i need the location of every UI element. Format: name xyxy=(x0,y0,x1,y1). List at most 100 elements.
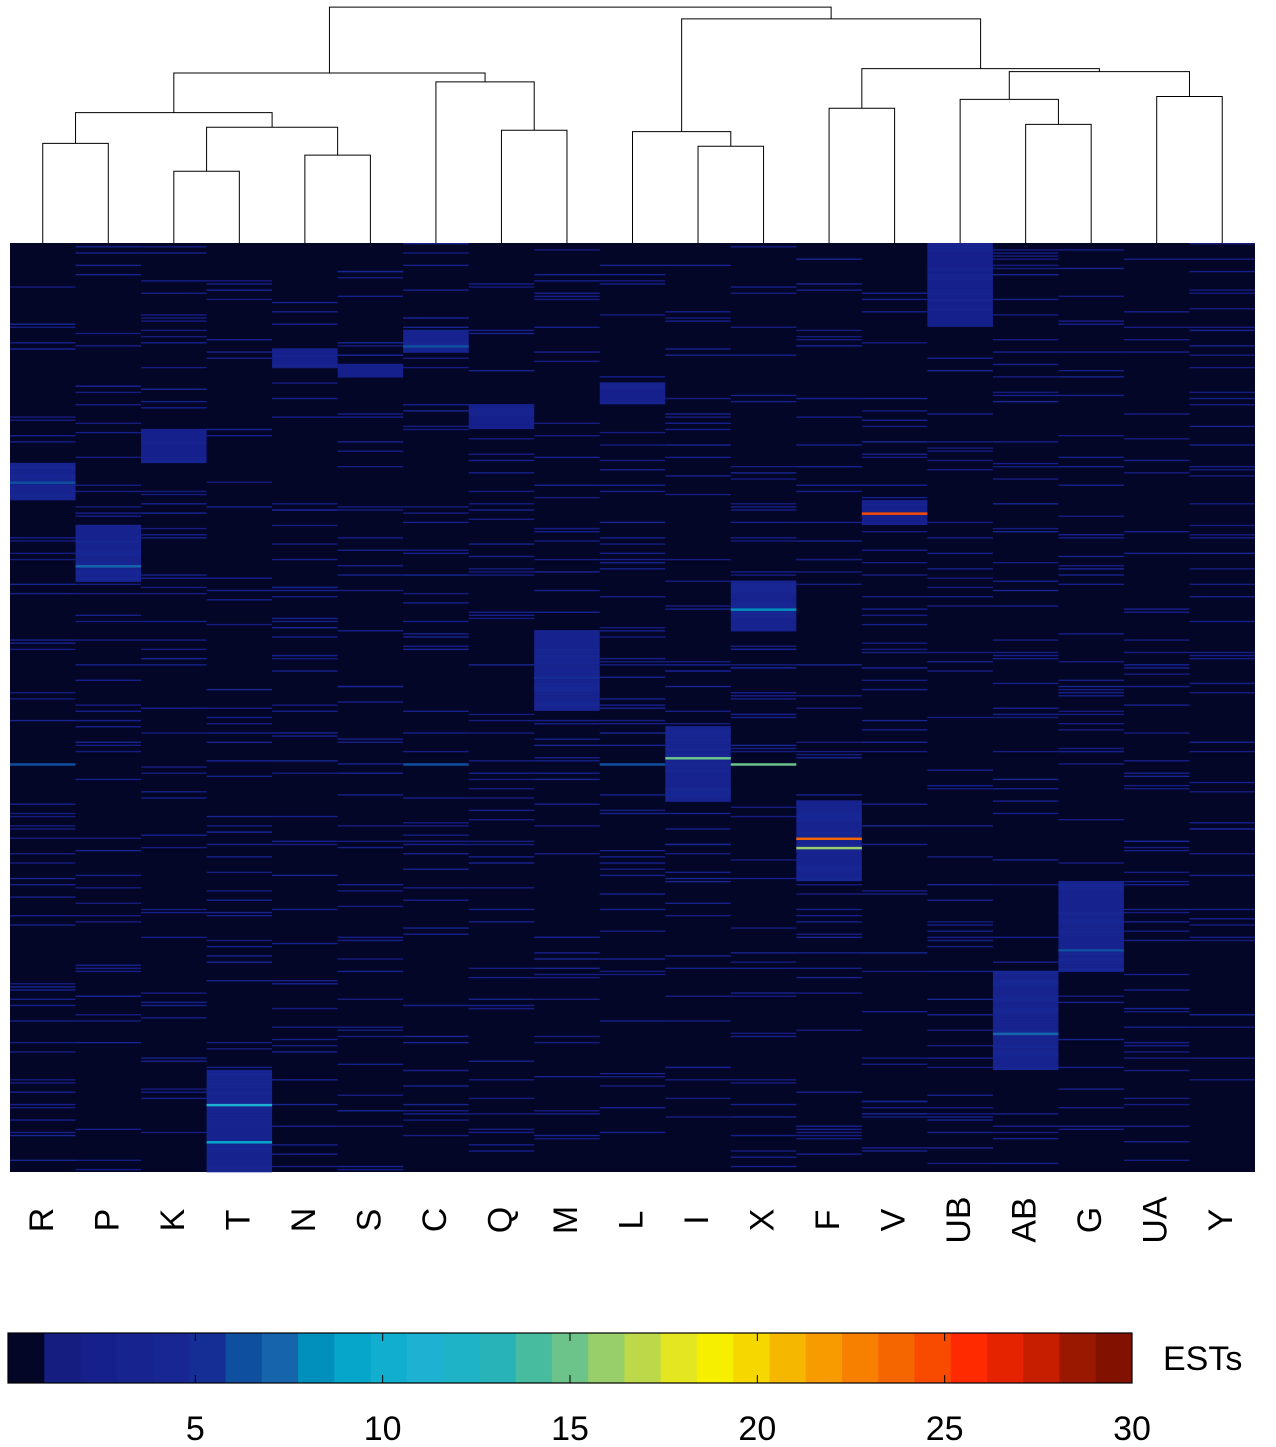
heatmap-cell xyxy=(403,342,469,346)
heatmap-cell xyxy=(10,884,76,886)
heatmap-cell xyxy=(403,927,469,929)
heatmap-cell xyxy=(665,397,731,400)
heatmap-cell xyxy=(141,1060,207,1062)
heatmap-cell xyxy=(1058,908,1124,913)
heatmap-cell xyxy=(599,1020,666,1022)
heatmap-cell xyxy=(75,530,142,535)
dendrogram-link xyxy=(500,129,568,243)
heatmap-cell xyxy=(992,1057,1059,1061)
column-label: R xyxy=(23,1208,61,1233)
dendrogram-link xyxy=(1008,71,1190,100)
heatmap-cell xyxy=(927,784,993,787)
heatmap-cell xyxy=(10,441,76,443)
heatmap-cell xyxy=(141,438,207,442)
heatmap-cell xyxy=(992,1041,1059,1046)
heatmap-cell xyxy=(992,1063,1059,1068)
heatmap-cell xyxy=(730,611,797,615)
heatmap-cell xyxy=(337,846,404,849)
heatmap-cell xyxy=(796,853,862,857)
heatmap-cell xyxy=(992,1004,1059,1009)
heatmap-cell xyxy=(665,444,731,446)
heatmap-block-v xyxy=(861,500,928,526)
heatmap-cell xyxy=(10,323,76,325)
heatmap-cell xyxy=(337,549,404,551)
heatmap-cell xyxy=(272,596,338,598)
heatmap-cell xyxy=(75,592,142,595)
heatmap-cell xyxy=(468,413,535,417)
heatmap-cell xyxy=(534,692,600,696)
heatmap-cell xyxy=(141,1091,207,1093)
heatmap-cell xyxy=(861,311,928,313)
heatmap-cell xyxy=(796,757,862,759)
heatmap-cell xyxy=(403,933,469,935)
dendrogram-link xyxy=(42,142,109,243)
colorbar-segment xyxy=(986,1333,1024,1383)
heatmap-cell xyxy=(1123,840,1190,843)
heatmap-cell xyxy=(730,246,797,248)
heatmap-cell xyxy=(861,496,928,499)
heatmap-cell xyxy=(141,620,207,623)
heatmap-cell xyxy=(272,397,338,400)
heatmap-cell xyxy=(730,400,797,403)
heatmap-cell xyxy=(992,1010,1059,1015)
heatmap-cell xyxy=(665,794,731,798)
heatmap-cell xyxy=(599,676,666,678)
heatmap-cell xyxy=(927,459,993,462)
heatmap-cell xyxy=(272,815,338,818)
heatmap-cell xyxy=(992,1001,1059,1006)
heatmap-cell xyxy=(730,292,797,294)
heatmap-cell xyxy=(1058,918,1124,922)
heatmap-cell xyxy=(992,973,1059,978)
heatmap-cell xyxy=(468,407,535,411)
heatmap-cell xyxy=(75,543,142,547)
heatmap-cell xyxy=(927,970,993,973)
heatmap-cell xyxy=(141,1131,207,1134)
colorbar-segment xyxy=(298,1333,335,1383)
heatmap-cell xyxy=(861,803,928,805)
heatmap-cell xyxy=(1123,1051,1190,1053)
heatmap-cell xyxy=(206,980,273,982)
heatmap-cell xyxy=(75,571,142,575)
heatmap-cell xyxy=(665,853,731,855)
heatmap-cell xyxy=(206,890,273,892)
heatmap-cell xyxy=(403,264,469,267)
heatmap-cell xyxy=(534,496,600,499)
heatmap-cell xyxy=(730,540,797,542)
heatmap-cell xyxy=(534,760,600,762)
heatmap-cell xyxy=(927,292,993,296)
heatmap-cell xyxy=(141,846,207,849)
heatmap-cell xyxy=(272,1051,338,1053)
heatmap-cell xyxy=(730,1156,797,1158)
heatmap-cell xyxy=(599,459,666,462)
heatmap-cell xyxy=(1058,930,1124,934)
heatmap-cell xyxy=(796,908,862,911)
heatmap-cell xyxy=(992,998,1059,1002)
heatmap-cell xyxy=(206,815,273,818)
heatmap-cell xyxy=(337,354,404,356)
heatmap-cell xyxy=(730,614,797,618)
heatmap-cell xyxy=(534,698,600,702)
heatmap-cell xyxy=(599,893,666,895)
heatmap-cell xyxy=(927,1162,993,1165)
heatmap-cell xyxy=(206,1094,273,1098)
heatmap-cell xyxy=(141,936,207,939)
heatmap-cell xyxy=(206,1072,273,1077)
heatmap-cell xyxy=(730,1150,797,1152)
heatmap-cell xyxy=(665,456,731,459)
heatmap-cell xyxy=(665,475,731,477)
dendrogram-link xyxy=(681,18,982,132)
heatmap-cell xyxy=(1123,338,1190,341)
heatmap-cell xyxy=(599,568,666,570)
heatmap-cell xyxy=(861,679,928,682)
heatmap-cell xyxy=(141,664,207,666)
heatmap-cell xyxy=(730,1103,797,1106)
heatmap-cell xyxy=(992,884,1059,886)
heatmap-cell xyxy=(141,459,207,464)
heatmap-cell xyxy=(927,939,993,942)
heatmap-cell xyxy=(599,657,666,660)
heatmap-cell xyxy=(272,323,338,325)
heatmap-cell xyxy=(75,1168,142,1171)
heatmap-cell xyxy=(468,1060,535,1062)
heatmap-cell xyxy=(403,645,469,647)
heatmap-cell xyxy=(206,945,273,948)
